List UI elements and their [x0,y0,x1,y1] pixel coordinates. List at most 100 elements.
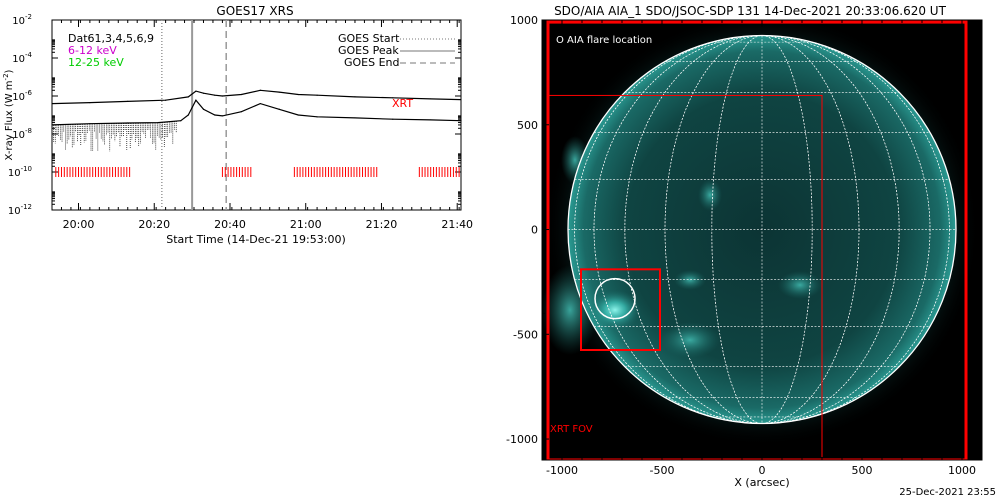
goes-legend-right: GOES Start GOES Peak GOES End [338,32,455,69]
series-point [51,124,53,126]
x-tick-label: 21:00 [290,218,322,231]
aia-x-tick-label: -500 [650,464,675,477]
y-tick-base: 10 [12,92,25,103]
goes-plot-frame [51,19,462,211]
series-point [316,94,318,96]
y-tick-base: 10 [8,206,21,217]
series-point [430,98,432,100]
series-point [221,115,224,117]
aia-panel-title: SDO/AIA AIA_1 SDO/JSOC-SDP 131 14-Dec-20… [554,4,947,18]
series-point [187,96,189,98]
series-point [180,120,182,122]
series-point [316,116,318,118]
x-tick-label: 21:20 [366,218,398,231]
y-tick-base: 10 [12,16,25,27]
series-point [297,114,299,116]
aia-image-panel: SDO/AIA AIA_1 SDO/JSOC-SDP 131 14-Dec-20… [506,4,983,489]
goes-chart-title: GOES17 XRS [216,4,293,18]
goes-series-layer [51,89,462,152]
y-tick-base: 10 [8,168,21,179]
active-region-glow [674,270,706,290]
series-point [89,101,91,104]
series-point [187,114,189,116]
aia-y-tick-label: 0 [531,224,538,237]
goes-legend-left: Dat61,3,4,5,6,9 6-12 keV 12-25 keV [68,32,154,69]
goes-x-axis: 20:00 20:20 20:40 21:00 21:20 21:40 [51,20,473,231]
series-point [195,99,197,101]
series-point [202,92,205,94]
series-point [259,102,261,105]
y-tick-exponent: -6 [25,89,33,97]
series-point [165,99,167,101]
goes-x-axis-label: Start Time (14-Dec-21 19:53:00) [166,233,346,246]
active-region-glow [698,179,722,211]
active-region-glow [561,136,589,184]
aia-flare-location-label: O AIA flare location [556,35,652,46]
series-noise-band [53,121,177,152]
legend-goes-end: GOES End [344,56,400,69]
goes-xrt-coverage [55,167,460,177]
series-point [259,89,261,91]
aia-image-content [542,20,980,460]
y-tick-label: 10-6 [12,89,32,103]
x-tick-label: 20:00 [63,218,95,231]
aia-x-tick-label: -1000 [546,464,578,477]
series-point [460,98,462,101]
series-point [214,114,216,116]
aia-y-axis: -1000 -500 0 500 1000 [506,14,982,461]
legend-dataset: Dat61,3,4,5,6,9 [68,32,154,45]
series-point [202,108,205,110]
xrt-fov-label: XRT FOV [550,424,593,435]
series-point [195,90,197,92]
y-tick-exponent: -8 [25,127,32,135]
aia-y-tick-label: -1000 [506,433,538,446]
series-point [392,118,394,120]
box-flare-box [580,268,661,352]
goes-y-axis-label: X-ray Flux (W m-2) [2,69,15,160]
y-tick-exponent: -4 [25,51,33,59]
series-point [278,108,280,110]
aia-y-tick-label: 500 [517,119,538,132]
series-point [297,93,299,96]
longitude-line [624,35,900,424]
legend-goes-start: GOES Start [338,32,400,45]
series-point [460,120,462,122]
y-tick-label: 10-8 [12,127,32,141]
series-point [240,93,242,96]
series-point [127,100,129,102]
aia-x-tick-label: 500 [852,464,873,477]
heliographic-grid [567,34,957,425]
y-tick-label: 10-4 [12,51,32,65]
legend-12-25-kev: 12-25 keV [68,56,124,69]
aia-y-tick-label: -500 [513,328,538,341]
series-point [240,111,242,113]
series-point [354,117,356,119]
aia-y-tick-label: 1000 [510,14,538,27]
flare-location-circle [594,277,636,320]
flare-brightening [589,290,641,330]
aia-x-axis-label: X (arcsec) [734,476,789,489]
longitude-line [574,35,950,424]
y-tick-label: 10-2 [12,13,32,27]
x-tick-label: 20:20 [138,218,170,231]
aia-x-tick-label: 1000 [948,464,976,477]
y-tick-base: 10 [12,54,25,65]
active-region-glow [542,265,598,355]
series-point [278,91,280,93]
active-region-glow [660,322,720,358]
longitude-line [711,35,813,424]
y-tick-exponent: -12 [21,203,32,211]
y-tick-exponent: -2 [25,13,32,21]
y-tick-exponent: -10 [21,165,32,173]
active-region-glow [778,271,822,299]
goes-y-label-sup: -2 [2,73,10,80]
plot-timestamp: 25-Dec-2021 23:55 [899,487,996,498]
series-point [51,102,53,105]
series-point [221,95,224,97]
series-point [392,97,394,99]
legend-6-12-kev: 6-12 keV [68,44,117,57]
aia-x-tick-label: 0 [759,464,766,477]
